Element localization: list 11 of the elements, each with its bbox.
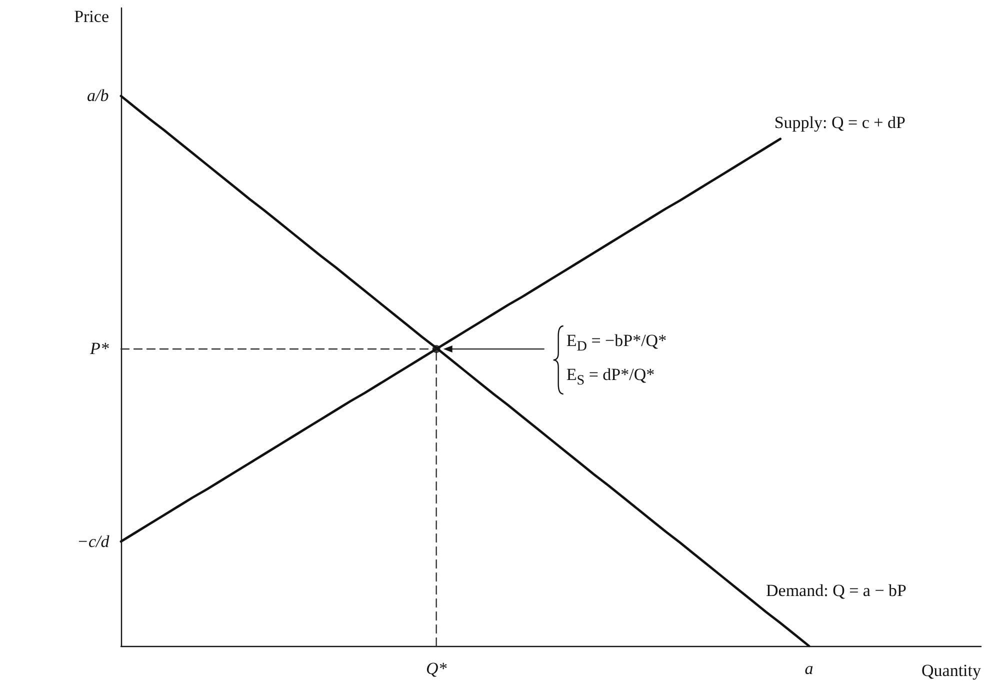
annotation: Supply: Q = c + dP xyxy=(774,112,906,134)
text: −c/d xyxy=(77,532,110,552)
annotation: E$_{D}$ = −bP*/Q* xyxy=(566,331,667,356)
x-tick-label: a xyxy=(804,659,814,678)
text: P* xyxy=(90,339,109,360)
annotation: Demand: Q = a − bP xyxy=(766,581,907,602)
annotation: E$_{S}$ = dP*/Q* xyxy=(566,365,655,390)
x-axis-title: Quantity xyxy=(922,661,982,680)
y-axis-title: Price xyxy=(74,7,109,26)
text: a/b xyxy=(87,86,109,106)
x-tick-label: Q* xyxy=(426,659,448,678)
